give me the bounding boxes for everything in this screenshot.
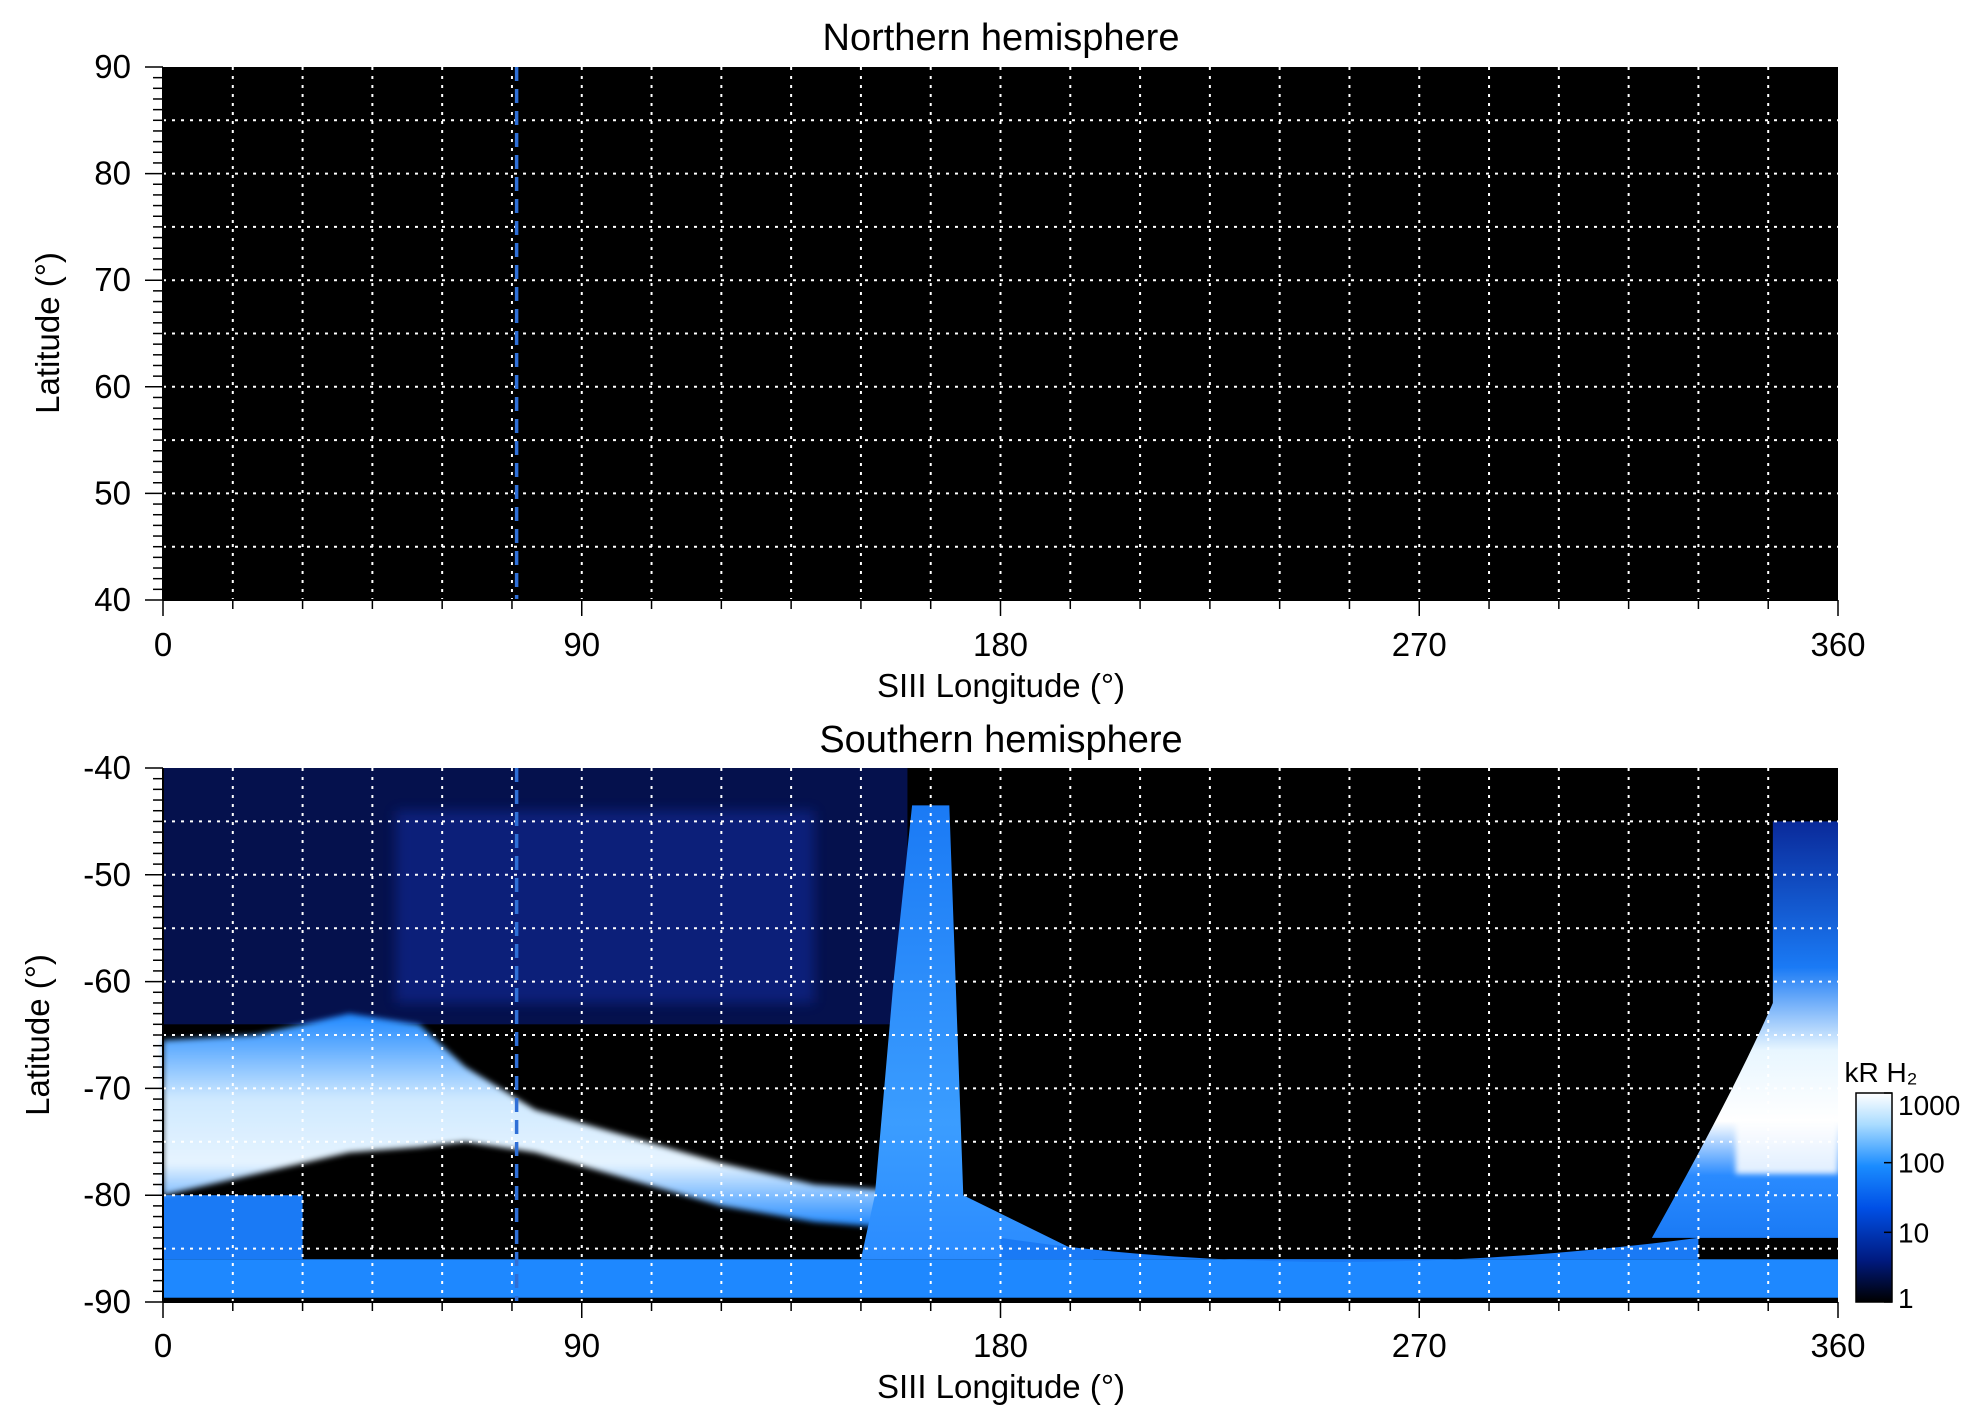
grid-north <box>163 67 1838 600</box>
colorbar-ticks: 1 10 100 1000 <box>1884 1090 1960 1314</box>
main-auroral-oval <box>163 1013 931 1228</box>
colorbar-gradient <box>1855 1092 1893 1303</box>
x-tick-label: 0 <box>154 1327 172 1364</box>
y-tick-label: 80 <box>94 155 131 192</box>
southern-hemisphere-panel: Southern hemisphere -90 -80 -70 -60 -50 -40 0 9… <box>19 719 1866 1405</box>
grid-south <box>163 768 1838 1302</box>
x-tick-label: 360 <box>1810 1327 1865 1364</box>
axes-north: 40 50 60 70 80 90 0 90 180 270 360 <box>94 48 1865 663</box>
y-tick-label: 70 <box>94 261 131 298</box>
y-tick-label: 90 <box>94 48 131 85</box>
panel-title-north: Northern hemisphere <box>823 17 1180 59</box>
panel-title-south: Southern hemisphere <box>819 719 1182 761</box>
axes-south: -90 -80 -70 -60 -50 -40 0 90 180 270 360 <box>83 749 1865 1364</box>
x-axis-label-south: SIII Longitude (°) <box>877 1368 1125 1405</box>
x-tick-label: 270 <box>1392 1327 1447 1364</box>
y-tick-label: 60 <box>94 368 131 405</box>
lower-auroral-emission <box>1000 1237 1699 1262</box>
y-tick-label: -40 <box>83 749 131 786</box>
diffuse-emission-core <box>395 810 815 1003</box>
y-tick-label: -90 <box>83 1283 131 1320</box>
y-tick-label: -70 <box>83 1069 131 1106</box>
x-tick-label: 90 <box>563 1327 600 1364</box>
east-oval-bright-band <box>1735 1120 1838 1174</box>
x-tick-label: 90 <box>563 626 600 663</box>
x-tick-label: 180 <box>973 1327 1028 1364</box>
colorbar-tick-label: 1000 <box>1898 1090 1960 1121</box>
y-tick-label: -60 <box>83 963 131 1000</box>
x-tick-label: 360 <box>1810 626 1865 663</box>
colorbar: kR H₂ 1 10 100 1000 <box>1844 1057 1960 1314</box>
y-tick-label: -80 <box>83 1176 131 1213</box>
northern-hemisphere-panel: Northern hemisphere 40 50 60 70 80 90 0 90 180 27… <box>29 17 1866 704</box>
x-tick-label: 0 <box>154 626 172 663</box>
colorbar-tick-label: 100 <box>1898 1148 1945 1179</box>
colorbar-label: kR H₂ <box>1844 1057 1917 1088</box>
footprint-emission-spike <box>860 805 1094 1260</box>
colorbar-tick-label: 10 <box>1898 1217 1929 1248</box>
x-tick-label: 180 <box>973 626 1028 663</box>
auroral-emission-south <box>163 768 1838 1302</box>
y-axis-label-south: Latitude (°) <box>19 954 56 1116</box>
colorbar-tick-label: 1 <box>1898 1283 1914 1314</box>
y-tick-label: 40 <box>94 581 131 618</box>
x-axis-label-north: SIII Longitude (°) <box>877 667 1125 704</box>
y-tick-label: -50 <box>83 856 131 893</box>
x-tick-label: 270 <box>1392 626 1447 663</box>
y-axis-label-north: Latitude (°) <box>29 252 66 414</box>
y-tick-label: 50 <box>94 474 131 511</box>
polar-cap-band <box>163 1259 1838 1302</box>
